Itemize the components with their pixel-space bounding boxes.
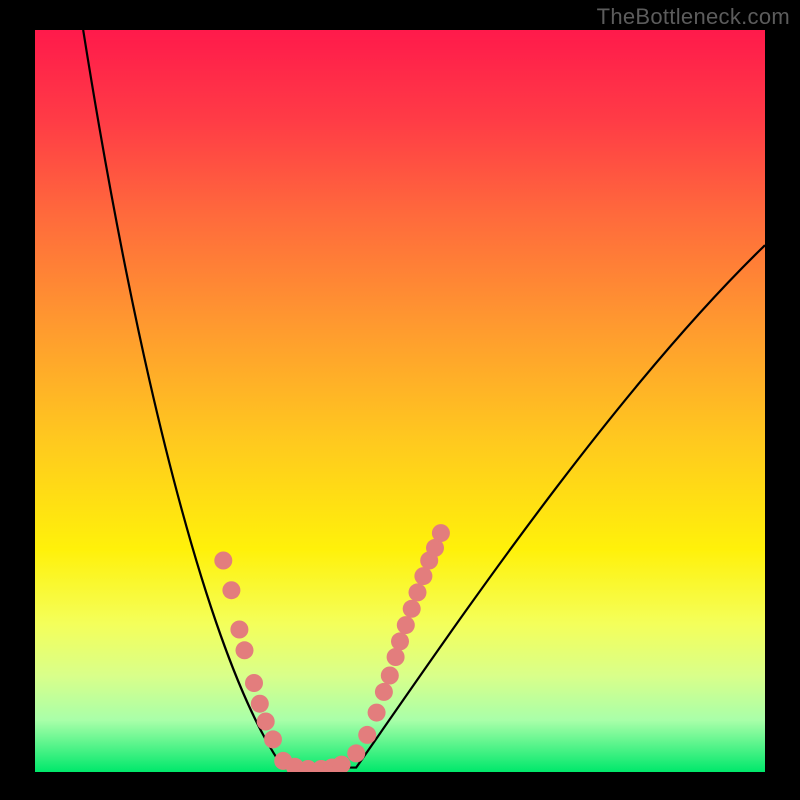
data-marker (222, 581, 240, 599)
data-marker (236, 641, 254, 659)
data-marker (245, 674, 263, 692)
data-marker (214, 552, 232, 570)
data-marker (230, 621, 248, 639)
data-marker (368, 704, 386, 722)
data-marker (397, 616, 415, 634)
watermark-text: TheBottleneck.com (597, 4, 790, 30)
data-marker (409, 583, 427, 601)
data-marker (403, 600, 421, 618)
data-marker (414, 567, 432, 585)
data-marker (257, 713, 275, 731)
data-marker (333, 756, 351, 774)
chart-frame: TheBottleneck.com (0, 0, 800, 800)
data-marker (387, 648, 405, 666)
data-marker (347, 744, 365, 762)
data-marker (264, 730, 282, 748)
data-marker (391, 632, 409, 650)
data-marker (381, 667, 399, 685)
data-marker (375, 683, 393, 701)
data-marker (358, 726, 376, 744)
data-marker (432, 524, 450, 542)
bottleneck-chart (0, 0, 800, 800)
data-marker (251, 695, 269, 713)
